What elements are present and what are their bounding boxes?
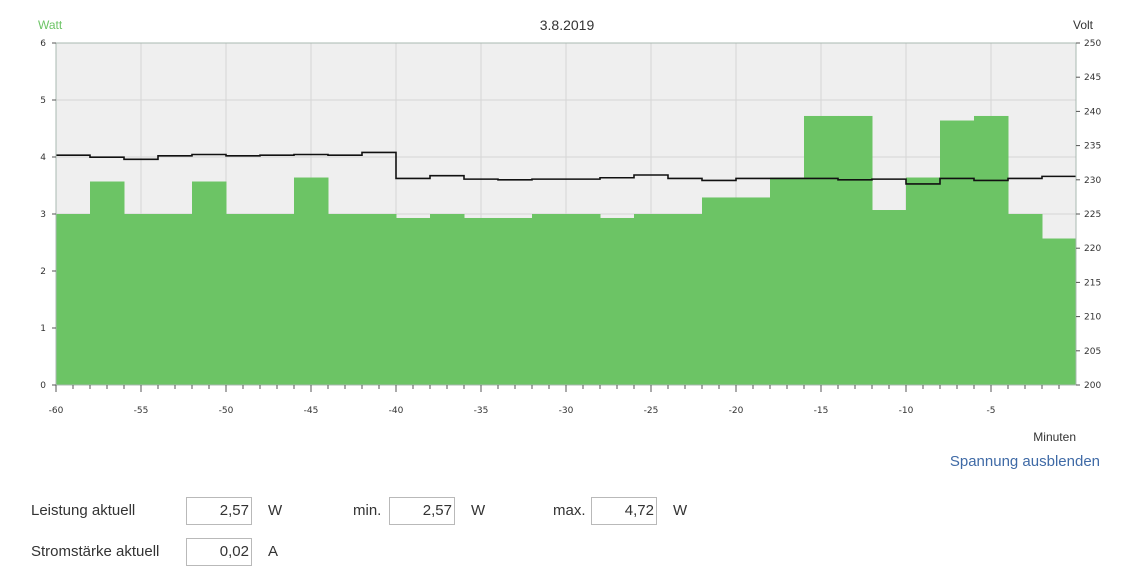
right-tick-label: 235 <box>1084 142 1101 152</box>
x-tick-label: -60 <box>49 406 64 416</box>
power-bar <box>90 181 125 385</box>
power-bar <box>192 181 227 385</box>
x-tick-label: -15 <box>814 406 829 416</box>
x-tick-label: -10 <box>899 406 914 416</box>
min-value-field: 2,57 <box>389 497 455 525</box>
power-bar <box>226 214 261 385</box>
right-tick-label: 200 <box>1084 381 1101 391</box>
right-tick-label: 215 <box>1084 278 1101 288</box>
right-tick-label: 230 <box>1084 176 1101 186</box>
toggle-voltage-link[interactable]: Spannung ausblenden <box>949 453 1100 470</box>
power-bars <box>56 115 1077 386</box>
power-bar <box>158 214 193 385</box>
x-axis-ticks: -60 -55 -50 -45 -40 -35 -30 -25 -20 -15 -10 -5 <box>49 385 1060 416</box>
power-bar <box>906 177 941 385</box>
power-bar <box>396 217 431 385</box>
left-tick-label: 2 <box>40 267 46 277</box>
power-bar <box>634 214 669 385</box>
power-value-field: 2,57 <box>186 497 252 525</box>
right-axis-ticks: 200 205 210 215 220 225 230 235 240 245 250 <box>1076 39 1101 391</box>
right-axis-title: Volt <box>1073 18 1094 32</box>
right-tick-label: 220 <box>1084 244 1101 254</box>
power-bar <box>430 214 465 385</box>
current-label: Stromstärke aktuell <box>31 543 160 560</box>
power-bar <box>56 214 91 385</box>
voltage-line <box>56 151 1076 185</box>
power-bar <box>294 177 329 385</box>
max-label: max. <box>553 502 586 519</box>
max-value-field: 4,72 <box>591 497 657 525</box>
power-bar <box>770 177 805 385</box>
power-bar <box>974 115 1009 386</box>
power-bar <box>532 214 567 385</box>
right-tick-label: 245 <box>1084 73 1101 83</box>
left-tick-label: 6 <box>40 39 46 49</box>
power-bar <box>260 214 295 385</box>
chart-title: 3.8.2019 <box>540 17 595 33</box>
power-bar <box>872 210 907 385</box>
right-tick-label: 240 <box>1084 107 1101 117</box>
x-tick-label: -55 <box>134 406 149 416</box>
power-label: Leistung aktuell <box>31 502 136 519</box>
x-tick-label: -30 <box>559 406 574 416</box>
power-bar <box>838 115 873 386</box>
x-tick-label: -25 <box>644 406 659 416</box>
power-unit: W <box>268 502 283 519</box>
power-bar <box>804 115 839 386</box>
x-tick-label: -50 <box>219 406 234 416</box>
power-bar <box>736 197 771 385</box>
power-bar <box>600 217 635 385</box>
power-bar <box>124 214 159 385</box>
min-unit: W <box>471 502 486 519</box>
max-unit: W <box>673 502 688 519</box>
left-tick-label: 1 <box>40 324 46 334</box>
x-axis-title: Minuten <box>1033 430 1076 444</box>
x-tick-label: -35 <box>474 406 489 416</box>
chart: -60 -55 -50 -45 -40 -35 -30 -25 -20 -15 -10 -5 0123… <box>38 17 1101 444</box>
right-tick-label: 250 <box>1084 39 1101 49</box>
current-value-field: 0,02 <box>186 538 252 566</box>
power-bar <box>362 214 397 385</box>
left-tick-label: 4 <box>40 153 46 163</box>
power-bar <box>940 120 975 386</box>
power-bar <box>1042 238 1077 385</box>
left-tick-label: 0 <box>40 381 46 391</box>
left-axis-ticks: 0 1 2 3 4 5 6 <box>40 39 56 391</box>
current-unit: A <box>268 543 279 560</box>
power-bar <box>464 217 499 385</box>
right-tick-label: 225 <box>1084 210 1101 220</box>
x-tick-label: -45 <box>304 406 319 416</box>
x-tick-label: -20 <box>729 406 744 416</box>
left-axis-title: Watt <box>38 18 63 32</box>
power-bar <box>498 217 533 385</box>
power-bar <box>1008 214 1043 385</box>
right-tick-label: 205 <box>1084 347 1101 357</box>
power-bar <box>566 214 601 385</box>
power-bar <box>328 214 363 385</box>
power-bar <box>668 214 703 385</box>
power-bar <box>702 197 737 385</box>
left-tick-label: 3 <box>40 210 46 220</box>
right-tick-label: 210 <box>1084 313 1101 323</box>
left-tick-label: 5 <box>40 96 46 106</box>
min-label: min. <box>353 502 382 519</box>
x-tick-label: -5 <box>987 406 996 416</box>
x-tick-label: -40 <box>389 406 404 416</box>
